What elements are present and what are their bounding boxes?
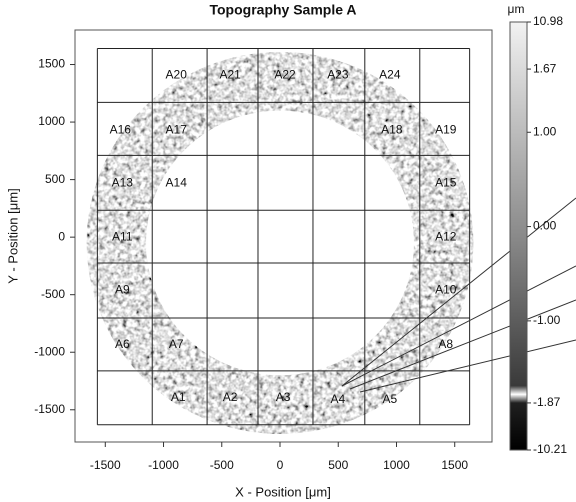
x-tick-label: -1500 [90,458,121,472]
plot-frame [74,29,493,443]
colorbar: μm 10.98 1.67 1.00 0.00 -1.00 -1.87 -10.21 [508,2,568,456]
cell-label: A19 [435,123,457,137]
x-tick-label: -1000 [148,458,179,472]
callout-line [341,265,576,387]
cell-label: A8 [438,337,453,351]
colorbar-tick-label: -10.21 [533,442,567,456]
cell-label: A7 [169,337,184,351]
cell-label: A11 [112,229,133,243]
colorbar-scale [509,21,528,451]
colorbar-tick-label: -1.87 [533,395,561,409]
x-tick-label: 1500 [441,458,468,472]
plot-area: A1 A2 A3 A4 A5 A6 A7 A8 A9 A10 A11 A12 A13 A14 A15 A16 A… [34,29,493,472]
y-tick-label: 1000 [38,114,65,128]
cell-label: A16 [110,123,132,137]
chart-title: Topography Sample A [209,2,356,18]
x-tick-label: 0 [277,458,284,472]
cell-label: A24 [379,68,401,82]
x-tick-label: 500 [328,458,348,472]
x-tick-label: -500 [210,458,234,472]
cell-label: A6 [115,337,130,351]
cell-label: A3 [276,390,291,404]
y-axis-label: Y - Position [μm] [5,188,20,283]
y-tick-label: -1500 [34,402,65,416]
x-axis-label: X - Position [μm] [235,484,331,499]
callout-line [341,197,576,387]
callout-line [349,299,576,390]
cell-label: A9 [115,282,130,296]
cell-label: A4 [331,392,346,406]
cell-label: A15 [435,175,457,189]
cell-label: A18 [381,123,403,137]
cell-label: A23 [327,68,349,82]
y-tick-label: -500 [41,287,65,301]
colorbar-tick-label: 1.67 [533,61,557,75]
y-tick-label: 0 [58,229,65,243]
cell-label: A14 [166,175,188,189]
x-tick-label: 1000 [383,458,410,472]
cell-label: A10 [435,282,457,296]
callout-lines [341,197,576,393]
colorbar-unit: μm [508,2,525,16]
y-tick-label: 500 [45,172,65,186]
colorbar-tick-label: 10.98 [533,14,563,28]
cell-label: A1 [171,390,186,404]
cell-label: A21 [219,68,241,82]
colorbar-tick-label: -1.00 [533,313,561,327]
colorbar-tick-label: 1.00 [533,124,557,138]
colorbar-tick-label: 0.00 [533,219,557,233]
y-tick-label: -1000 [34,344,65,358]
cell-label: A2 [223,390,238,404]
cell-label: A22 [274,68,296,82]
cell-label: A5 [383,392,398,406]
cell-label: A20 [166,68,188,82]
y-tick-label: 1500 [38,57,65,71]
callout-line [359,339,576,393]
cell-label: A12 [435,229,457,243]
cell-label: A17 [166,123,188,137]
cell-label: A13 [112,175,134,189]
